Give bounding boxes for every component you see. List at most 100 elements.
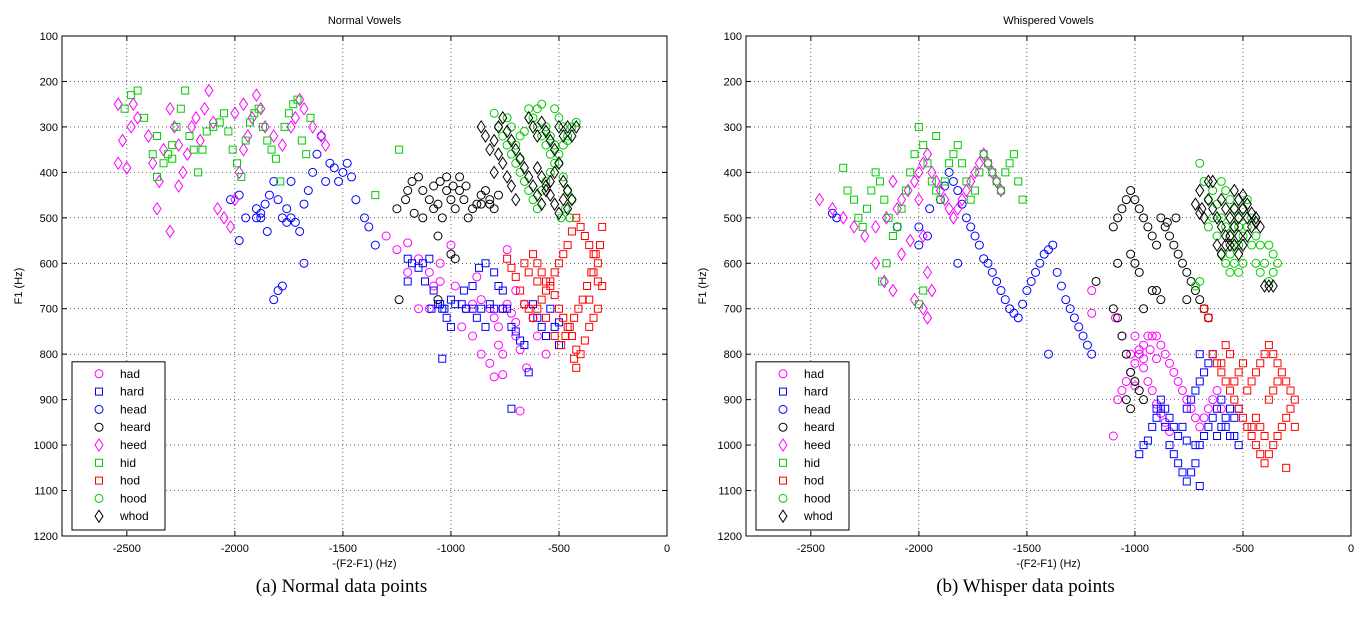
data-point-heed	[918, 156, 928, 171]
data-point-hood	[1251, 231, 1261, 241]
data-point-hard	[472, 313, 481, 322]
data-point-heard	[418, 186, 428, 196]
y-tick-label: 500	[724, 213, 742, 225]
data-point-hard	[542, 332, 550, 340]
data-point-hod	[589, 313, 598, 322]
data-point-hood	[1255, 240, 1265, 250]
data-point-had	[498, 349, 508, 359]
data-point-hood	[1216, 213, 1226, 223]
data-point-hood	[1212, 231, 1222, 241]
data-point-hod	[1290, 395, 1299, 404]
data-point-head	[1087, 349, 1097, 359]
y-tick-label: 100	[724, 31, 742, 43]
data-point-had	[476, 349, 486, 359]
data-point-hid	[850, 195, 859, 204]
data-point-hod	[537, 295, 546, 304]
data-point-hard	[477, 304, 486, 313]
data-point-hod	[1273, 377, 1282, 386]
data-point-heed	[888, 174, 898, 189]
data-point-hood	[1225, 267, 1235, 277]
data-point-heard	[1177, 258, 1187, 268]
data-point-heard	[1121, 195, 1131, 205]
data-point-hod	[1238, 359, 1247, 368]
data-point-had	[1190, 413, 1200, 423]
series-hod	[503, 213, 607, 372]
data-point-hard	[1169, 422, 1178, 431]
data-point-had	[1108, 431, 1118, 441]
data-point-heed	[269, 129, 279, 143]
data-point-heard	[409, 208, 419, 218]
data-point-heard	[1113, 213, 1123, 223]
data-point-whod	[1251, 215, 1261, 230]
data-point-hid	[237, 172, 246, 181]
data-point-hood	[1208, 213, 1218, 223]
data-point-hod	[580, 336, 589, 345]
data-point-heard	[407, 176, 417, 186]
legend-label-head: head	[120, 402, 147, 416]
data-point-had	[506, 308, 516, 318]
data-point-whod	[1234, 229, 1244, 243]
data-point-heed	[838, 210, 848, 225]
data-point-hard	[1174, 459, 1183, 468]
data-point-heard	[461, 181, 471, 191]
data-point-whod	[511, 142, 521, 157]
data-point-had	[1152, 354, 1162, 364]
data-point-hood	[1242, 222, 1252, 232]
legend-marker-hood	[94, 493, 104, 503]
data-point-hood	[502, 113, 512, 123]
data-point-whod	[1268, 279, 1278, 293]
data-point-hod	[1221, 377, 1230, 386]
data-point-whod	[545, 133, 555, 148]
series-heed	[814, 147, 1006, 325]
data-point-had	[435, 258, 445, 268]
data-point-hod	[1247, 377, 1256, 386]
data-point-heard	[455, 172, 465, 182]
data-point-heed	[814, 192, 825, 207]
data-point-hard	[1143, 436, 1152, 445]
data-point-heed	[896, 247, 907, 262]
data-point-hid	[1005, 159, 1014, 168]
data-point-had	[1208, 395, 1218, 405]
data-point-head	[832, 213, 842, 223]
data-point-hard	[529, 300, 538, 309]
data-point-hod	[1260, 432, 1269, 440]
data-point-hid	[1018, 195, 1027, 204]
data-point-hood	[528, 195, 538, 205]
data-point-hard	[459, 286, 468, 295]
data-point-hod	[576, 350, 585, 359]
data-point-hod	[570, 354, 579, 363]
data-point-hod	[550, 268, 559, 277]
data-point-hard	[440, 304, 449, 313]
data-point-whod	[480, 129, 491, 143]
data-point-hod	[1256, 450, 1265, 459]
data-point-heed	[909, 174, 920, 189]
legend-marker-had	[778, 369, 788, 379]
data-point-hard	[403, 254, 412, 263]
data-point-had	[1113, 395, 1123, 405]
data-point-heed	[256, 101, 266, 116]
data-point-had	[392, 245, 402, 255]
data-point-hard	[418, 259, 427, 268]
data-point-hod	[585, 295, 594, 304]
legend-label-had: had	[120, 367, 140, 381]
data-point-whod	[571, 120, 581, 134]
data-point-whod	[519, 160, 529, 175]
data-point-hid	[878, 277, 887, 286]
data-point-head	[360, 213, 369, 223]
data-point-hard	[503, 304, 512, 313]
data-point-hood	[550, 104, 560, 114]
data-point-hod	[598, 282, 607, 290]
data-point-heard	[1147, 231, 1157, 241]
data-point-hid	[276, 177, 285, 186]
data-point-head	[1052, 267, 1062, 277]
data-point-heed	[849, 220, 859, 234]
data-point-heed	[154, 174, 164, 189]
data-point-head	[269, 295, 279, 305]
data-point-hid	[1009, 150, 1018, 159]
data-point-head	[1048, 240, 1058, 250]
data-point-heed	[165, 101, 175, 116]
data-point-head	[226, 195, 236, 205]
legend-marker-heard	[778, 422, 788, 432]
series-hod	[1200, 304, 1299, 472]
data-point-head	[966, 222, 976, 232]
